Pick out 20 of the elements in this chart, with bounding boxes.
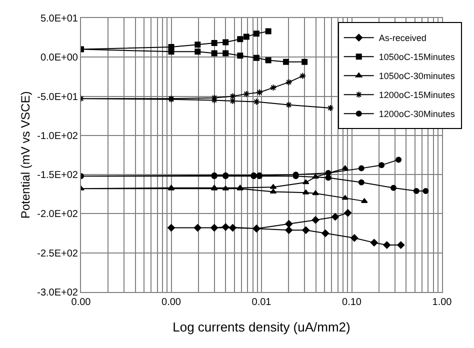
x-tick-label: 0.00 bbox=[162, 297, 182, 308]
legend-label: 1200oC-15Minutes bbox=[378, 90, 456, 100]
x-tick-label: 0.10 bbox=[342, 297, 362, 308]
y-tick-label: 0.0E+00 bbox=[40, 52, 78, 64]
y-tick-label: -1.0E+02 bbox=[37, 130, 78, 142]
y-tick-label: -2.5E+02 bbox=[37, 248, 78, 260]
y-tick-label: 5.0E+01 bbox=[40, 14, 78, 24]
legend-label: 1050oC-15Minutes bbox=[378, 52, 456, 62]
x-tick-label: 1.00 bbox=[432, 297, 452, 308]
y-tick-label: -5.0E+01 bbox=[37, 92, 78, 103]
y-tick-label: -2.0E+02 bbox=[37, 209, 78, 220]
x-tick-label: 0.01 bbox=[252, 297, 272, 308]
legend-label: 1050oC-30minutes bbox=[378, 71, 456, 82]
y-tick-label: -1.5E+02 bbox=[37, 170, 78, 182]
y-tick-label: -3.0E+02 bbox=[37, 288, 78, 298]
legend-label: 1200oC-30Minutes bbox=[378, 109, 456, 120]
x-axis-title: Log currents density (uA/mm2) bbox=[172, 320, 350, 335]
x-tick-label: 0.00 bbox=[71, 297, 92, 308]
y-axis-title: Potential (mV vs VSCE) bbox=[18, 91, 32, 219]
legend-label: As-received bbox=[378, 33, 426, 44]
